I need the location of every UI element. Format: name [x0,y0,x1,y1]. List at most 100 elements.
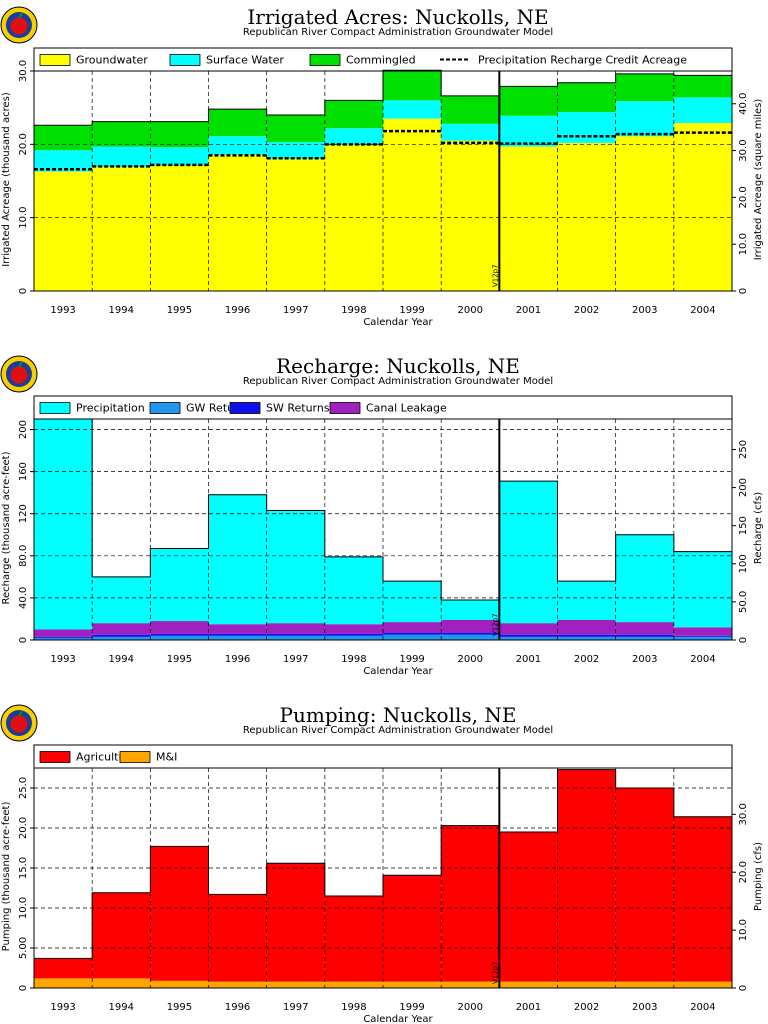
bar-agricultural-2002 [557,769,616,982]
legend-item-2: M&I [119,751,177,764]
x-tick-label-1993: 1993 [50,1002,75,1013]
legend-swatch [39,751,71,763]
legend-label: Precipitation Recharge Credit Acreage [478,54,687,67]
bar-gw-returns-1995 [150,635,209,640]
bar-surface-water-1995 [150,147,209,166]
version-marker-label: V12p7 [491,613,499,636]
y-tick-label: 0 [18,985,29,991]
y2-axis-label: Recharge (cfs) [753,492,764,564]
bar-agricultural-2001 [499,832,558,982]
y-tick-label: 15.0 [18,857,29,879]
bar-sw-returns-1999 [383,632,442,635]
y2-tick-label: 150 [738,516,749,535]
x-tick-label-1997: 1997 [283,305,308,316]
bar-sw-returns-2002 [557,634,616,637]
bar-surface-water-1997 [266,142,325,159]
bar-canal-leakage-2000 [441,620,500,633]
y2-axis-label: Pumping (cfs) [753,842,764,911]
y-tick-label: 10.0 [18,207,29,229]
bar-groundwater-1995 [150,165,209,291]
x-tick-label-2002: 2002 [574,654,599,665]
x-tick-label-2001: 2001 [516,1002,541,1013]
bar-precipitation-2000 [441,600,500,621]
y2-tick-label: 20.0 [738,861,749,883]
y-axis-label: Irrigated Acreage (thousand acres) [1,92,12,267]
bar-agricultural-2003 [615,788,674,982]
bar-groundwater-1998 [324,145,383,291]
y-tick-label: 25.0 [18,777,29,799]
legend-item-3: SW Returns [229,402,330,415]
bar-surface-water-1998 [324,128,383,146]
bar-groundwater-2000 [441,140,500,291]
bar-commingled-2002 [557,82,616,113]
bar-canal-leakage-2001 [499,623,558,635]
bar-commingled-1995 [150,121,209,148]
x-tick-label-2001: 2001 [516,305,541,316]
bar-gw-returns-2002 [557,636,616,640]
bar-gw-returns-1996 [208,635,267,640]
y2-tick-label: 10.0 [738,233,749,255]
y2-tick-label: 50.0 [738,591,749,613]
bar-surface-water-1994 [92,146,151,168]
x-tick-label-1998: 1998 [341,654,366,665]
bar-m-i-1993 [34,978,93,988]
legend-swatch [169,54,201,66]
x-tick-label-2004: 2004 [690,305,715,316]
bar-gw-returns-2000 [441,634,500,640]
bar-canal-leakage-1997 [266,623,325,634]
bar-precipitation-2001 [499,481,558,624]
x-tick-label-2004: 2004 [690,1002,715,1013]
bar-agricultural-1997 [266,863,325,982]
y-tick-label: 160 [18,462,29,481]
bar-agricultural-2000 [441,825,500,982]
bar-sw-returns-1997 [266,633,325,636]
bar-gw-returns-1997 [266,635,325,640]
bar-groundwater-2003 [615,136,674,291]
bar-surface-water-2002 [557,112,616,143]
y2-tick-label: 30.0 [738,139,749,161]
bar-precipitation-2004 [673,551,732,628]
chart-title: Recharge: Nuckolls, NE [276,354,520,378]
bar-commingled-1999 [383,70,442,101]
bar-canal-leakage-1994 [92,623,151,635]
x-tick-label-1994: 1994 [109,654,134,665]
bar-m-i-2002 [557,981,616,988]
bar-gw-returns-2003 [615,636,674,640]
bar-surface-water-2003 [615,101,674,137]
y-axis-label: Pumping (thousand acre-feet) [1,802,12,952]
bar-gw-returns-1999 [383,634,442,640]
y2-tick-label: 0 [738,288,749,294]
y2-tick-label: 10.0 [738,919,749,941]
y-axis-label: Recharge (thousand acre-feet) [1,451,12,604]
bar-canal-leakage-1998 [324,624,383,634]
legend-swatch [149,402,181,414]
y-tick-label: 5.00 [18,937,29,959]
legend-label: SW Returns [266,402,330,415]
bar-m-i-1998 [324,981,383,988]
bar-agricultural-1999 [383,875,442,982]
bar-canal-leakage-2002 [557,620,616,635]
y-tick-label: 20.0 [18,817,29,839]
bar-surface-water-2001 [499,115,558,147]
bar-gw-returns-1993 [34,637,93,640]
x-tick-label-2000: 2000 [458,305,483,316]
bar-canal-leakage-1999 [383,622,442,633]
bar-sw-returns-2003 [615,634,674,637]
chart-title: Irrigated Acres: Nuckolls, NE [247,5,548,29]
chart-subtitle: Republican River Compact Administration … [243,376,553,387]
bar-precipitation-1995 [150,548,209,622]
bar-m-i-2001 [499,981,558,988]
y2-tick-label: 0 [738,985,749,991]
x-tick-label-1993: 1993 [50,654,75,665]
bar-agricultural-1998 [324,896,383,982]
bar-agricultural-1993 [34,958,93,979]
y2-tick-label: 100 [738,554,749,573]
y-tick-label: 80.0 [18,545,29,567]
legend-label: Commingled [346,54,416,67]
y-tick-label: 120 [18,504,29,523]
y-tick-label: 20.0 [18,133,29,155]
x-tick-label-1995: 1995 [167,1002,192,1013]
bar-groundwater-1999 [383,118,442,292]
